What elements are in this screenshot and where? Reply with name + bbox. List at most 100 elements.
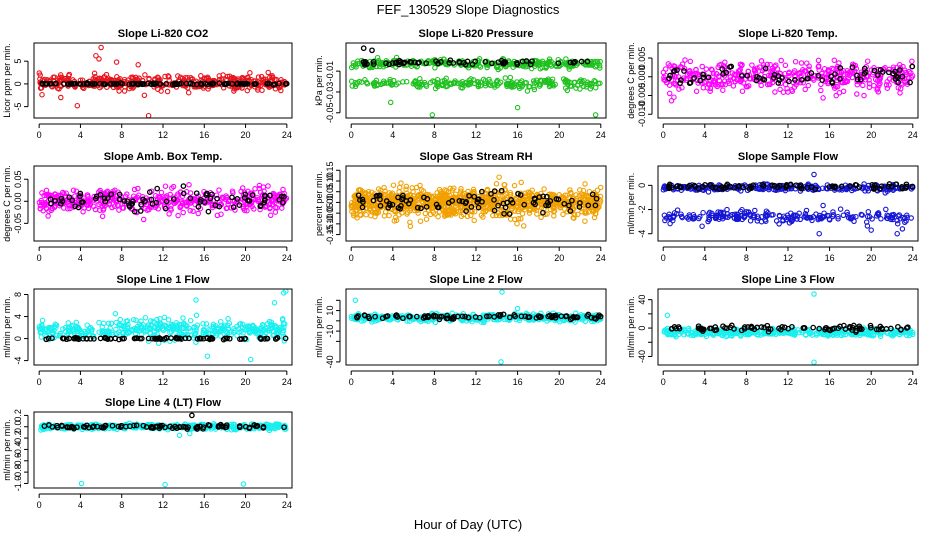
reference-point (728, 63, 734, 70)
reference-point (195, 203, 202, 210)
reference-point (761, 76, 768, 83)
data-point (135, 185, 141, 192)
reference-point (101, 80, 108, 87)
data-point (735, 68, 742, 74)
reference-point (137, 208, 144, 214)
data-point (774, 66, 781, 72)
data-point (853, 213, 859, 220)
data-point (241, 207, 248, 214)
reference-point (775, 80, 782, 86)
reference-point (145, 80, 151, 87)
data-point (751, 68, 758, 74)
reference-point (700, 74, 707, 81)
reference-point (383, 60, 389, 67)
reference-point (739, 73, 745, 79)
x-tick-label: 12 (158, 130, 168, 140)
data-point (538, 214, 544, 221)
data-point (897, 90, 903, 96)
x-tick-label: 12 (158, 377, 168, 387)
x-tick-label: 12 (783, 253, 793, 263)
data-point (868, 67, 875, 73)
data-point (225, 316, 231, 322)
data-point (448, 80, 454, 87)
x-tick-label: 20 (241, 377, 251, 387)
reference-point (874, 72, 881, 78)
x-tick-label: 20 (554, 253, 564, 263)
data-point (96, 319, 102, 326)
data-point (484, 64, 490, 71)
y-tick-label: -0.05 (13, 213, 23, 234)
x-tick-label: 24 (282, 377, 292, 387)
data-point (255, 74, 262, 80)
data-point (693, 88, 700, 95)
data-point (61, 205, 67, 211)
x-tick-label: 0 (661, 130, 666, 140)
data-point (487, 82, 494, 89)
panel-points (348, 45, 603, 118)
data-point (758, 58, 765, 64)
data-point (363, 79, 370, 86)
y-tick-label: 0 (13, 81, 23, 86)
data-point (463, 79, 470, 86)
plot-box (345, 42, 607, 119)
plot-box (657, 42, 919, 119)
data-point (597, 65, 603, 71)
reference-point (681, 68, 687, 74)
x-tick-label: 4 (78, 130, 83, 140)
reference-point (52, 197, 58, 204)
x-tick-label: 4 (390, 377, 395, 387)
data-point (39, 317, 46, 324)
data-point (396, 189, 402, 195)
data-point (190, 208, 196, 215)
data-point (811, 171, 817, 178)
data-point (111, 203, 118, 210)
reference-point (762, 65, 769, 72)
data-point (866, 84, 873, 91)
data-point (792, 58, 799, 65)
y-axis: -4-20 (637, 183, 653, 238)
panel-ylabel: percent per min. (314, 171, 324, 236)
data-point (768, 68, 774, 75)
data-point (782, 62, 789, 69)
reference-point (885, 69, 892, 76)
reference-point (792, 77, 798, 83)
data-point (278, 87, 284, 94)
data-point (217, 318, 224, 325)
y-tick-label: 0.05 (13, 170, 23, 188)
data-point (511, 182, 518, 189)
data-point (158, 88, 164, 94)
data-point (273, 76, 279, 83)
data-point (224, 205, 230, 211)
reference-point (142, 198, 148, 204)
reference-point (101, 195, 108, 202)
data-point (789, 88, 796, 95)
data-point (112, 310, 119, 317)
reference-point (666, 75, 672, 82)
x-tick-label: 8 (119, 377, 124, 387)
data-point (797, 79, 804, 86)
x-tick-label: 0 (349, 253, 354, 263)
x-tick-label: 24 (908, 130, 918, 140)
data-point (56, 86, 62, 92)
data-point (175, 212, 181, 219)
data-point (423, 216, 430, 222)
reference-point (230, 204, 237, 210)
data-point (816, 230, 822, 237)
data-point (546, 59, 552, 65)
reference-point (107, 81, 114, 87)
y-tick-label: -0.01 (325, 61, 335, 82)
reference-point (249, 192, 256, 198)
data-point (185, 89, 192, 96)
reference-point (225, 80, 232, 87)
x-tick-label: 16 (513, 253, 523, 263)
data-point (56, 77, 63, 83)
data-point (472, 80, 478, 87)
x-tick-label: 16 (825, 130, 835, 140)
reference-point (58, 195, 65, 202)
reference-point (246, 197, 253, 204)
reference-point (183, 80, 190, 87)
data-point (380, 78, 387, 84)
data-point (403, 183, 410, 190)
data-point (679, 84, 685, 91)
